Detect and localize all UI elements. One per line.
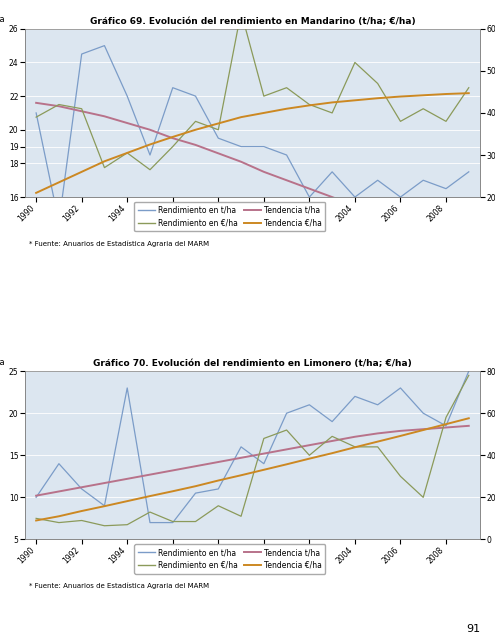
Legend: Rendimiento en t/ha, Rendimiento en €/ha, Tendencia t/ha, Tendencia €/ha: Rendimiento en t/ha, Rendimiento en €/ha…	[134, 544, 325, 573]
Text: * Fuente: Anuarios de Estadística Agraria del MARM: * Fuente: Anuarios de Estadística Agrari…	[29, 583, 209, 589]
Legend: Rendimiento en t/ha, Rendimiento en €/ha, Tendencia t/ha, Tendencia €/ha: Rendimiento en t/ha, Rendimiento en €/ha…	[134, 202, 325, 232]
Y-axis label: t/ha: t/ha	[0, 15, 6, 24]
X-axis label: Año: Año	[244, 225, 261, 234]
Text: Gráfico 70. Evolución del rendimiento en Limonero (t/ha; €/ha): Gráfico 70. Evolución del rendimiento en…	[93, 359, 412, 368]
Text: * Fuente: Anuarios de Estadística Agraria del MARM: * Fuente: Anuarios de Estadística Agrari…	[29, 241, 209, 247]
X-axis label: Año: Año	[244, 567, 261, 576]
Text: 91: 91	[466, 623, 480, 634]
Y-axis label: t/ha: t/ha	[0, 357, 6, 366]
Text: Gráfico 69. Evolución del rendimiento en Mandarino (t/ha; €/ha): Gráfico 69. Evolución del rendimiento en…	[90, 17, 415, 26]
